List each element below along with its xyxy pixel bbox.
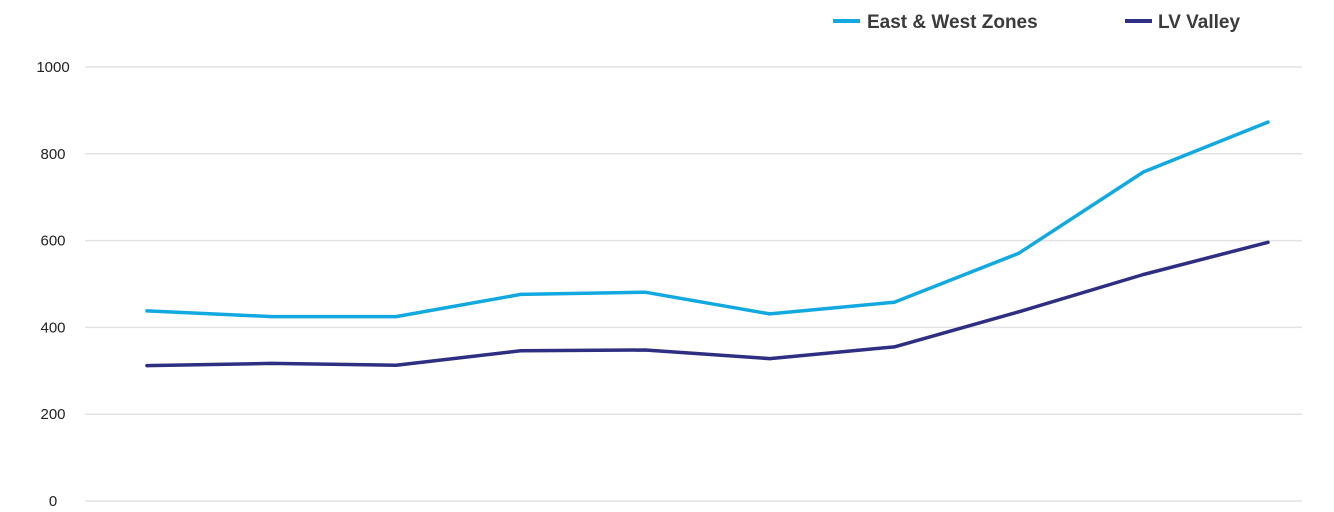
data-point-lv-valley-1 xyxy=(145,363,149,368)
series-line-east-west-zones xyxy=(145,120,1270,319)
data-point-east-west-zones-2 xyxy=(269,314,274,319)
data-point-lv-valley-8 xyxy=(1017,310,1021,314)
y-tick-label-800: 800 xyxy=(40,146,65,163)
data-point-east-west-zones-9 xyxy=(1141,170,1146,174)
data-point-east-west-zones-5 xyxy=(643,290,647,294)
y-axis-tick-labels: 0 200 400 600 800 1000 xyxy=(36,59,69,510)
data-point-lv-valley-7 xyxy=(892,345,896,349)
y-tick-label-600: 600 xyxy=(40,233,65,250)
data-point-east-west-zones-3 xyxy=(394,314,398,319)
data-point-east-west-zones-10 xyxy=(1266,120,1270,124)
legend-label-east-west-zones: East & West Zones xyxy=(867,12,1038,33)
data-point-east-west-zones-1 xyxy=(145,309,149,313)
series-lines xyxy=(145,120,1270,368)
legend: East & West Zones LV Valley xyxy=(833,12,1240,33)
y-tick-label-0: 0 xyxy=(49,493,57,510)
data-point-east-west-zones-7 xyxy=(892,300,896,304)
data-point-lv-valley-6 xyxy=(768,357,772,361)
y-tick-label-1000: 1000 xyxy=(36,59,69,76)
data-point-lv-valley-3 xyxy=(394,363,398,367)
data-point-east-west-zones-4 xyxy=(519,292,523,297)
legend-label-lv-valley: LV Valley xyxy=(1158,12,1240,33)
data-point-lv-valley-4 xyxy=(519,349,523,353)
data-point-lv-valley-10 xyxy=(1266,240,1270,244)
data-point-lv-valley-5 xyxy=(643,348,647,352)
data-point-lv-valley-2 xyxy=(269,361,274,366)
data-point-lv-valley-9 xyxy=(1141,272,1146,277)
data-point-east-west-zones-8 xyxy=(1017,251,1021,255)
y-tick-label-400: 400 xyxy=(40,319,65,336)
series-line-lv-valley xyxy=(145,240,1270,368)
data-point-east-west-zones-6 xyxy=(768,312,772,316)
gridlines xyxy=(85,66,1302,502)
y-tick-label-200: 200 xyxy=(40,406,65,423)
